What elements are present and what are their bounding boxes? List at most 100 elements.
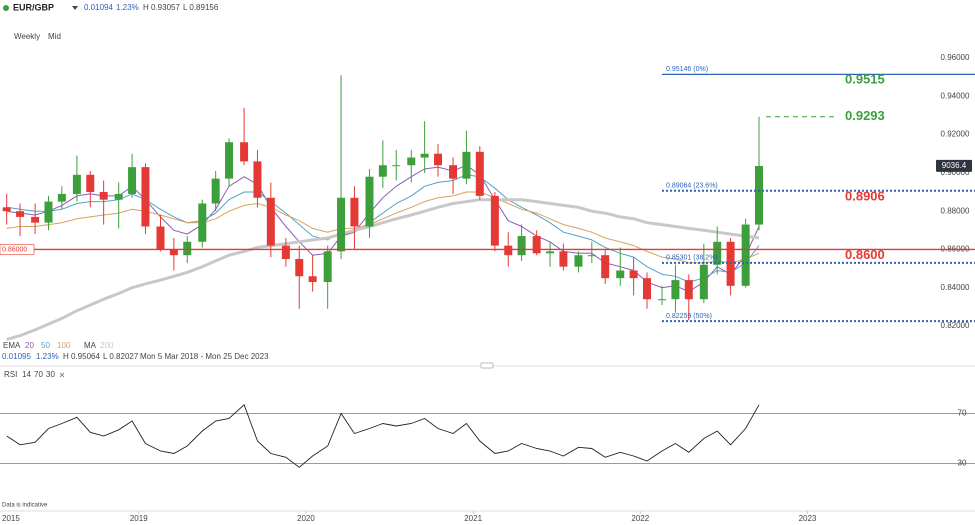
candle-body xyxy=(128,167,137,194)
x-tick-label: 2020 xyxy=(297,514,315,523)
candle-body xyxy=(601,255,610,279)
candle-body xyxy=(517,236,526,256)
y-tick-label: 0.90000 xyxy=(941,168,970,177)
y-tick-label: 0.92000 xyxy=(941,130,970,139)
callout-label: 0.9515 xyxy=(845,72,885,87)
candle-body xyxy=(253,161,262,198)
x-tick-label: 2021 xyxy=(464,514,482,523)
candle-body xyxy=(407,157,416,166)
candle-body xyxy=(99,192,108,200)
candle-body xyxy=(574,255,583,267)
candle-body xyxy=(755,165,764,225)
candle-body xyxy=(490,195,499,246)
candle-body xyxy=(72,174,81,194)
rsi-param: 30 xyxy=(46,370,55,379)
candle-body xyxy=(240,142,249,162)
candle-body xyxy=(616,270,625,279)
note: Data is indicative xyxy=(2,503,48,509)
y-tick-label: 0.96000 xyxy=(941,53,970,62)
indicator-line xyxy=(6,191,760,264)
candle-body xyxy=(281,245,290,260)
price-tag-label: 9036.4 xyxy=(942,161,967,170)
candle-body xyxy=(44,201,53,223)
candle-body xyxy=(183,241,192,256)
rsi-param: 14 xyxy=(22,370,31,379)
legend-entry: 100 xyxy=(57,341,71,350)
candle-body xyxy=(57,193,66,202)
candle-body xyxy=(308,276,317,282)
price-plot xyxy=(2,75,764,341)
stat-range: Mon 5 Mar 2018 - Mon 25 Dec 2023 xyxy=(140,352,269,361)
candle-body xyxy=(169,249,178,256)
candle-body xyxy=(365,176,374,227)
y-tick-label: 0.82000 xyxy=(941,321,970,330)
candle-body xyxy=(559,251,568,267)
candle-body xyxy=(546,251,555,254)
legend-entry: 20 xyxy=(25,341,34,350)
symbol[interactable]: EUR/GBP xyxy=(13,2,54,12)
candle-body xyxy=(671,280,680,300)
rsi-tick-label: 30 xyxy=(958,459,967,468)
price-mode[interactable]: Mid xyxy=(48,32,61,41)
candle-body xyxy=(434,153,443,166)
candle-body xyxy=(392,165,401,167)
legend-entry: 50 xyxy=(41,341,50,350)
level-label-box xyxy=(0,244,35,255)
candle-body xyxy=(587,255,596,257)
candle-body xyxy=(114,193,123,200)
change-pct: 1.23% xyxy=(116,3,139,12)
candle-body xyxy=(2,207,11,212)
callout-label: 0.9293 xyxy=(845,108,885,123)
interval[interactable]: Weekly xyxy=(14,32,40,41)
candle-body xyxy=(642,278,651,300)
price-tag xyxy=(936,159,972,172)
y-tick-label: 0.84000 xyxy=(941,283,970,292)
candle-body xyxy=(449,165,458,179)
change: 0.01094 xyxy=(84,3,113,12)
candle-body xyxy=(658,299,667,301)
stat-change-pct: 1.23% xyxy=(36,352,59,361)
legend-group: EMA xyxy=(3,341,21,350)
candle-body xyxy=(211,178,220,204)
candle-body xyxy=(532,236,541,254)
status-dot xyxy=(3,5,9,11)
level-label: 0.82259 (50%) xyxy=(666,313,712,320)
rsi-tick-label: 70 xyxy=(958,409,967,418)
candle-body xyxy=(378,165,387,177)
candle-body xyxy=(31,216,40,223)
x-edge-label: 2015 xyxy=(2,514,20,523)
candle-body xyxy=(462,151,471,179)
candle-body xyxy=(684,280,693,300)
candle-body xyxy=(699,264,708,300)
divider-handle[interactable] xyxy=(480,362,494,369)
candle-body xyxy=(713,241,722,265)
candle-body xyxy=(16,211,25,217)
candle-body xyxy=(156,226,165,250)
candle-body xyxy=(198,203,207,242)
low: L 0.89156 xyxy=(183,3,219,12)
candle-body xyxy=(323,251,332,282)
stat-low: L 0.82027 xyxy=(103,352,139,361)
candle-body xyxy=(475,151,484,196)
rsi-line xyxy=(6,404,760,468)
stat-high: H 0.95064 xyxy=(63,352,100,361)
candle-body xyxy=(295,259,304,277)
stat-change: 0.01095 xyxy=(2,352,31,361)
candle-body xyxy=(741,224,750,286)
indicator-line xyxy=(6,174,760,283)
y-tick-label: 0.94000 xyxy=(941,91,970,100)
high: H 0.93057 xyxy=(143,3,180,12)
callout-label: 0.8906 xyxy=(845,188,885,203)
rsi-close[interactable] xyxy=(59,372,65,378)
x-tick-label: 2019 xyxy=(130,514,148,523)
legend-group: MA xyxy=(84,341,97,350)
candle-body xyxy=(141,167,150,227)
candle-body xyxy=(86,174,95,193)
x-tick-label: 2022 xyxy=(631,514,649,523)
candle-body xyxy=(629,270,638,279)
candle-body xyxy=(504,245,513,256)
level-label: 0.86000 xyxy=(2,246,27,253)
candle-body xyxy=(266,197,275,246)
dropdown[interactable] xyxy=(72,6,78,10)
